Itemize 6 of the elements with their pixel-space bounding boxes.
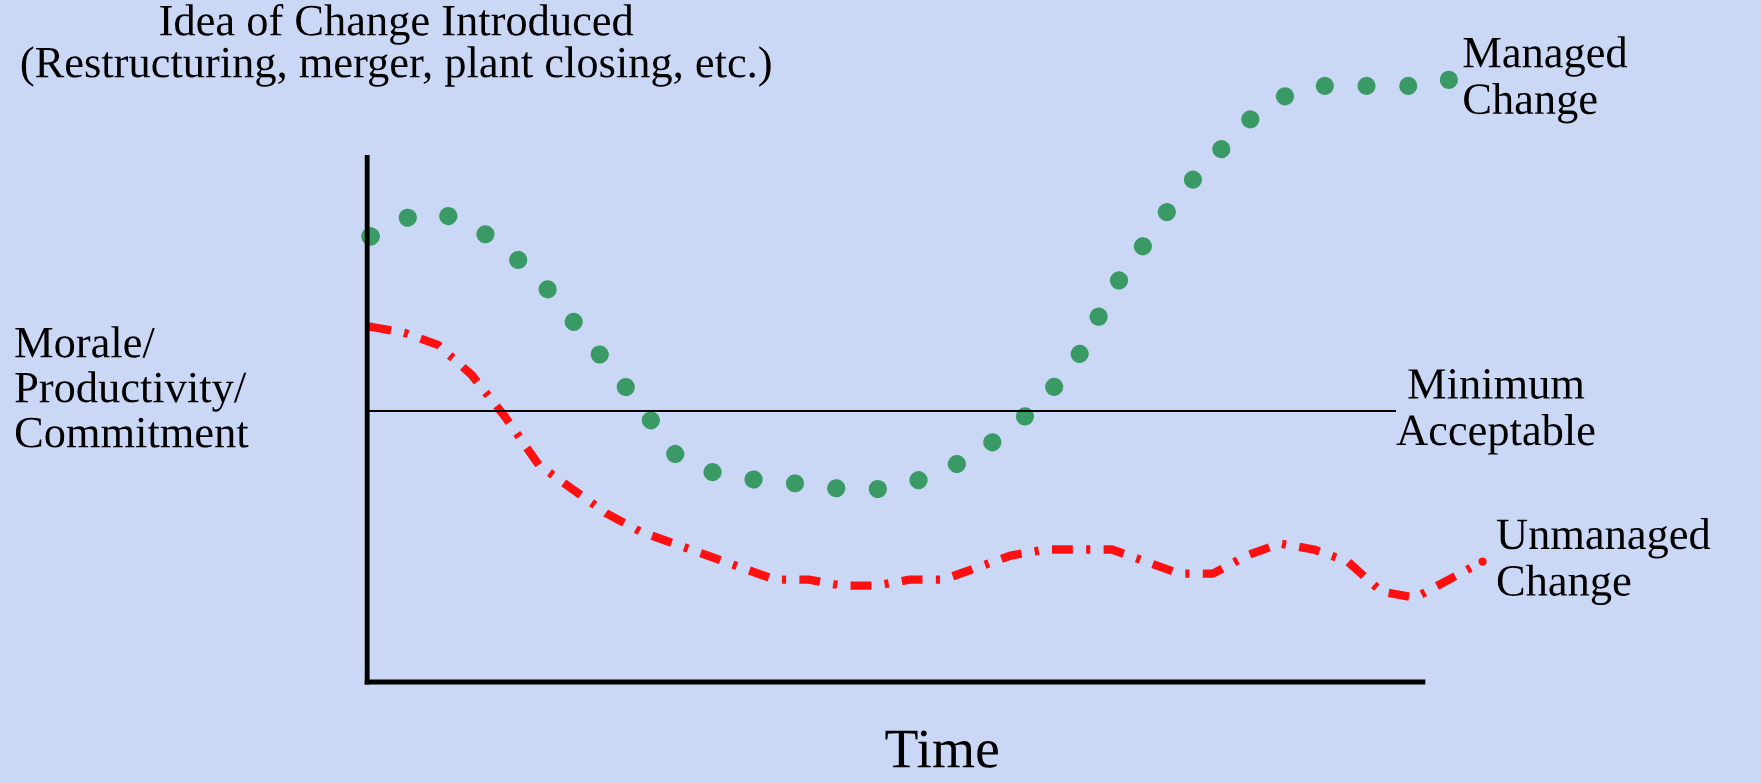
series-label: Unmanaged Change: [1496, 518, 1711, 606]
chart-title: Idea of Change Introduced (Restructuring, merger, plant closing, etc.): [21, 3, 771, 87]
y-axis-title: Morale/ Productivity/ Commitment: [15, 326, 249, 448]
series-label: Managed Change: [1463, 36, 1628, 124]
x-axis-title: Time: [885, 730, 998, 768]
ref-line-label: Minimum Acceptable: [1396, 369, 1595, 455]
